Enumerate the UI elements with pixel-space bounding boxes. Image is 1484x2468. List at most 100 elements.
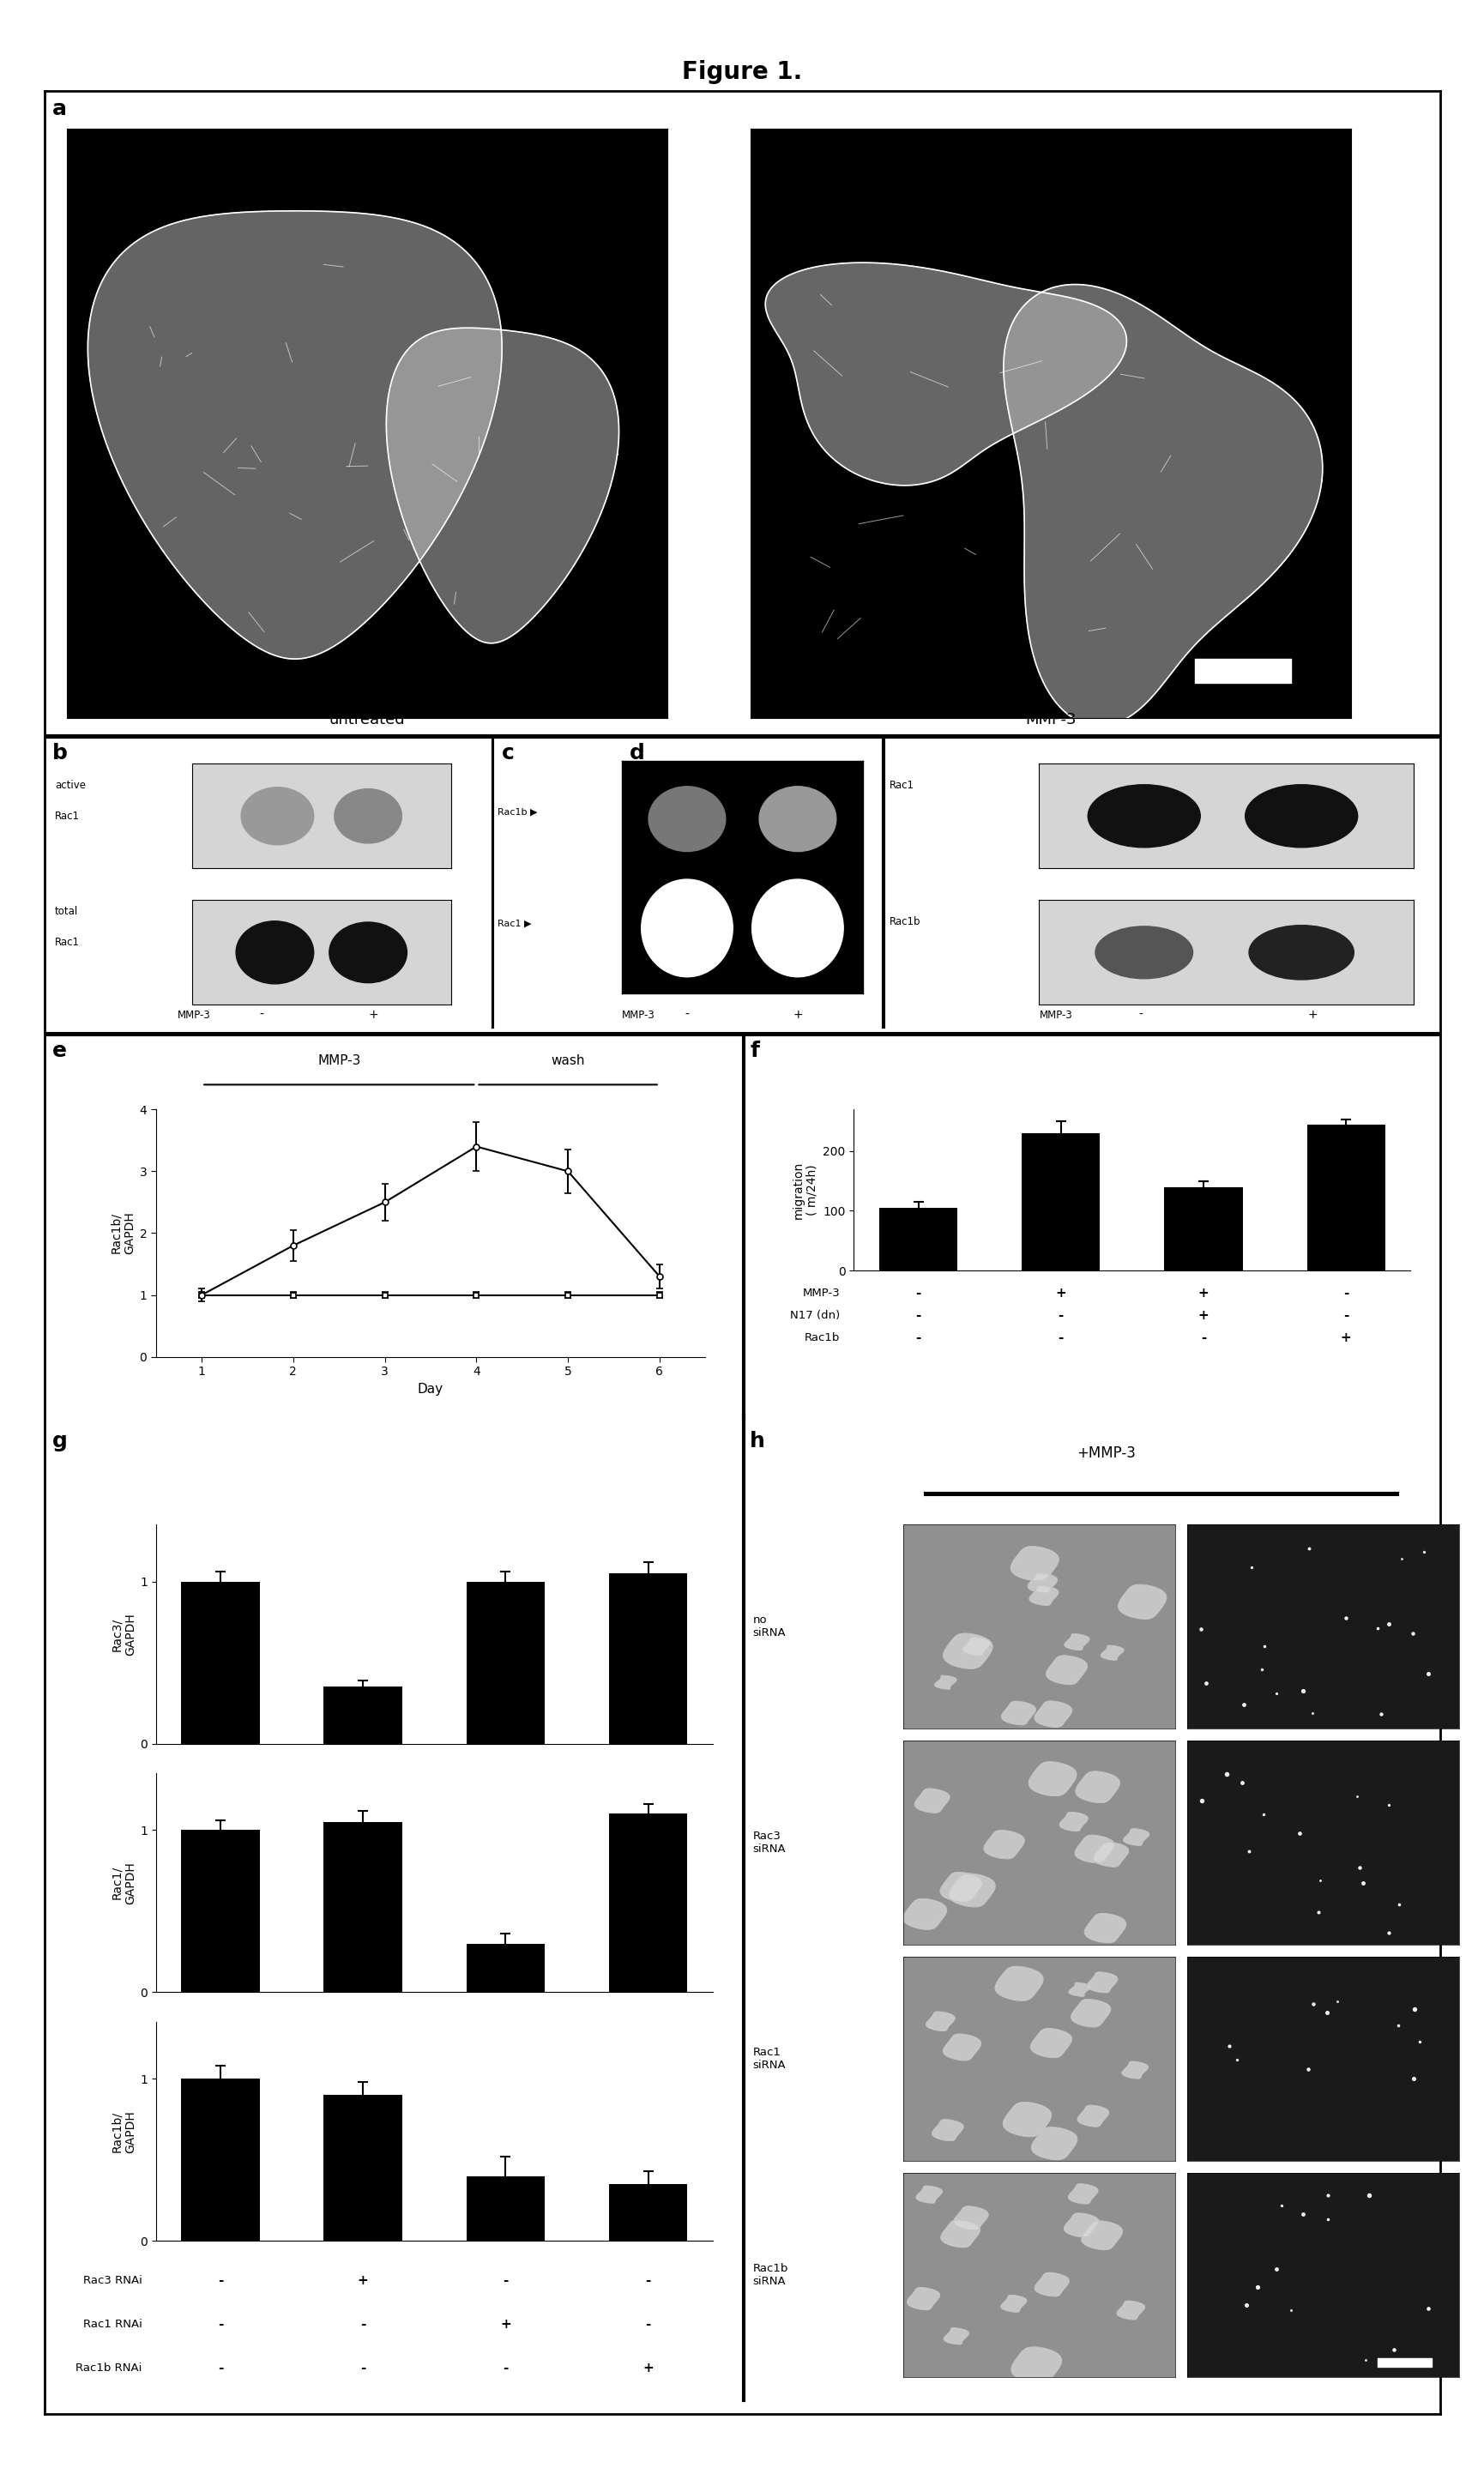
Text: g: g — [52, 1431, 67, 1451]
Y-axis label: Rac3/
GAPDH: Rac3/ GAPDH — [110, 1614, 137, 1656]
Text: a: a — [52, 99, 67, 118]
Polygon shape — [1003, 2103, 1051, 2137]
Polygon shape — [1074, 1772, 1119, 1802]
Y-axis label: Rac1/
GAPDH: Rac1/ GAPDH — [110, 1861, 137, 1905]
Text: -: - — [1138, 1009, 1141, 1022]
Polygon shape — [1028, 1762, 1076, 1797]
Bar — [466, 2177, 545, 2241]
Text: Rac1: Rac1 — [55, 812, 80, 822]
Text: Rac1b: Rac1b — [804, 1333, 840, 1343]
Bar — [466, 1945, 545, 1992]
Text: Rac1b RNAi: Rac1b RNAi — [76, 2362, 142, 2374]
Bar — [181, 2078, 260, 2241]
Ellipse shape — [329, 923, 407, 982]
Text: b: b — [52, 743, 67, 763]
Ellipse shape — [1245, 785, 1356, 847]
Text: -: - — [1201, 1333, 1205, 1345]
Polygon shape — [1068, 2184, 1097, 2204]
Text: +MMP-3: +MMP-3 — [1076, 1446, 1135, 1461]
Polygon shape — [907, 2288, 939, 2310]
Bar — [879, 1207, 957, 1271]
Polygon shape — [764, 262, 1126, 486]
Text: -: - — [361, 2317, 365, 2330]
Bar — [608, 1575, 687, 1745]
Ellipse shape — [334, 790, 402, 844]
Polygon shape — [1083, 1913, 1125, 1942]
Ellipse shape — [751, 879, 843, 977]
Polygon shape — [1092, 1841, 1128, 1866]
Text: MMP-3: MMP-3 — [801, 1288, 840, 1298]
Polygon shape — [1100, 1646, 1123, 1661]
Text: wash: wash — [551, 1054, 585, 1066]
Bar — [324, 1688, 402, 1745]
Text: d: d — [629, 743, 646, 763]
Text: -: - — [218, 2317, 223, 2330]
Polygon shape — [88, 210, 502, 659]
Text: e: e — [52, 1041, 67, 1061]
Bar — [1163, 1187, 1242, 1271]
Text: +: + — [1198, 1286, 1208, 1301]
Polygon shape — [962, 1636, 990, 1656]
Text: MMP-3: MMP-3 — [318, 1054, 361, 1066]
Text: -: - — [916, 1286, 920, 1301]
Polygon shape — [1028, 1587, 1058, 1604]
Text: Rac1: Rac1 — [55, 938, 80, 948]
Text: MMP-3: MMP-3 — [622, 1009, 654, 1022]
Text: -: - — [361, 2362, 365, 2374]
Text: -: - — [503, 2273, 508, 2288]
Polygon shape — [994, 1967, 1042, 2002]
Polygon shape — [914, 1789, 948, 1812]
Text: +: + — [643, 2362, 653, 2374]
Polygon shape — [941, 2221, 979, 2248]
Polygon shape — [1034, 2273, 1068, 2295]
Polygon shape — [984, 1831, 1024, 1858]
Polygon shape — [1123, 1829, 1149, 1846]
Text: +: + — [792, 1009, 803, 1022]
Text: Rac1b ▶: Rac1b ▶ — [497, 807, 537, 817]
Polygon shape — [1080, 2221, 1122, 2251]
Text: Rac3
siRNA: Rac3 siRNA — [752, 1831, 785, 1853]
Text: Rac1: Rac1 — [889, 780, 914, 790]
Polygon shape — [935, 1676, 956, 1688]
Text: no
siRNA: no siRNA — [752, 1614, 785, 1639]
Polygon shape — [902, 1898, 947, 1930]
Polygon shape — [1027, 1572, 1057, 1592]
Text: -: - — [646, 2317, 650, 2330]
Text: -: - — [684, 1009, 689, 1022]
Text: active: active — [55, 780, 86, 790]
Ellipse shape — [236, 921, 313, 985]
Y-axis label: Rac1b/
GAPDH: Rac1b/ GAPDH — [110, 2110, 137, 2152]
Polygon shape — [1116, 2300, 1144, 2320]
Text: +: + — [1307, 1009, 1316, 1022]
Text: -: - — [218, 2362, 223, 2374]
Ellipse shape — [1248, 926, 1353, 980]
Bar — [1306, 1125, 1385, 1271]
Text: +: + — [500, 2317, 510, 2330]
Polygon shape — [1046, 1656, 1086, 1683]
Text: h: h — [749, 1431, 764, 1451]
Text: -: - — [916, 1308, 920, 1323]
Text: -: - — [1343, 1286, 1347, 1301]
Text: Rac3 RNAi: Rac3 RNAi — [83, 2275, 142, 2285]
Polygon shape — [1086, 1972, 1117, 1992]
Polygon shape — [1031, 2127, 1076, 2160]
Bar — [181, 1831, 260, 1992]
Polygon shape — [948, 1873, 994, 1908]
Ellipse shape — [641, 879, 732, 977]
Text: -: - — [1058, 1333, 1063, 1345]
Bar — [466, 1582, 545, 1745]
Polygon shape — [1034, 1700, 1071, 1728]
Text: untreated: untreated — [329, 713, 405, 728]
Text: +: + — [358, 2273, 368, 2288]
Polygon shape — [939, 1873, 982, 1903]
Text: c: c — [502, 743, 513, 763]
Polygon shape — [1060, 1812, 1088, 1831]
Ellipse shape — [240, 787, 313, 844]
Y-axis label: migration
( m/24h): migration ( m/24h) — [791, 1160, 818, 1219]
Text: Rac1b
siRNA: Rac1b siRNA — [752, 2263, 788, 2288]
Text: -: - — [503, 2362, 508, 2374]
Ellipse shape — [1088, 785, 1199, 847]
Polygon shape — [1074, 1836, 1114, 1863]
Text: -: - — [1058, 1308, 1063, 1323]
Ellipse shape — [1095, 926, 1192, 980]
